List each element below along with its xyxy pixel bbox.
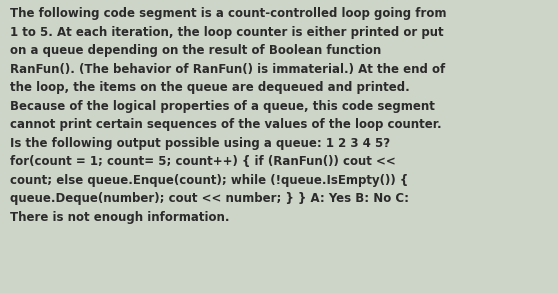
Text: The following code segment is a count-controlled loop going from
1 to 5. At each: The following code segment is a count-co… xyxy=(10,7,446,224)
